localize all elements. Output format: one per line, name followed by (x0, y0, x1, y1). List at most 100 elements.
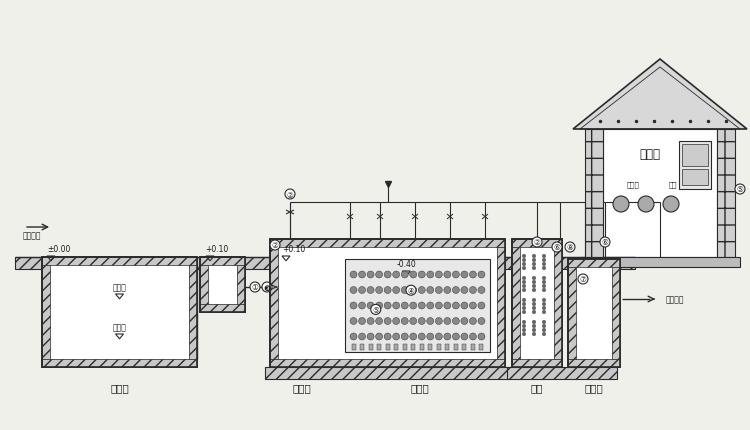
Bar (568, 359, 620, 367)
Circle shape (532, 237, 542, 247)
Circle shape (384, 287, 392, 294)
Circle shape (542, 285, 546, 288)
Circle shape (376, 271, 382, 278)
Circle shape (452, 333, 460, 340)
Circle shape (542, 329, 546, 332)
Circle shape (393, 333, 400, 340)
Circle shape (542, 320, 546, 324)
Circle shape (376, 318, 382, 325)
Circle shape (532, 329, 536, 332)
Bar (270, 359, 505, 367)
Circle shape (410, 302, 417, 309)
Text: 设备间: 设备间 (640, 148, 661, 161)
Bar (403, 344, 406, 350)
Circle shape (522, 310, 526, 314)
Circle shape (522, 289, 526, 292)
Circle shape (419, 271, 425, 278)
Circle shape (427, 333, 433, 340)
Bar (386, 344, 390, 350)
Bar (507, 367, 617, 379)
Circle shape (376, 333, 382, 340)
Circle shape (250, 283, 260, 292)
Circle shape (435, 287, 442, 294)
Circle shape (735, 184, 745, 194)
Text: 膜池: 膜池 (531, 382, 543, 392)
Text: 风机: 风机 (669, 181, 677, 188)
Circle shape (638, 197, 654, 212)
Circle shape (410, 318, 417, 325)
Bar (554, 247, 562, 359)
Circle shape (452, 271, 460, 278)
Circle shape (452, 318, 460, 325)
Circle shape (522, 258, 526, 262)
Bar (200, 258, 245, 265)
Circle shape (435, 271, 442, 278)
Text: 好氧池: 好氧池 (411, 382, 429, 392)
Circle shape (419, 287, 425, 294)
Circle shape (358, 271, 365, 278)
Bar (42, 265, 50, 359)
Text: ⑤: ⑤ (736, 185, 743, 194)
Circle shape (270, 240, 280, 250)
Text: 高液位: 高液位 (112, 283, 127, 292)
Text: 污水进水: 污水进水 (22, 231, 41, 240)
Circle shape (350, 287, 357, 294)
Circle shape (401, 287, 408, 294)
Circle shape (435, 302, 442, 309)
Bar (454, 344, 458, 350)
Bar (568, 259, 620, 367)
Bar (603, 130, 717, 258)
Circle shape (542, 307, 546, 310)
Text: ❸: ❸ (263, 283, 271, 292)
Circle shape (470, 318, 476, 325)
Circle shape (542, 267, 546, 270)
Bar (270, 240, 505, 247)
Text: ①: ① (251, 283, 259, 292)
Circle shape (565, 243, 575, 252)
Text: ⑦: ⑦ (580, 275, 586, 284)
Circle shape (367, 318, 374, 325)
Circle shape (532, 320, 536, 324)
Circle shape (444, 287, 451, 294)
Bar (420, 344, 424, 350)
Circle shape (532, 267, 536, 270)
Circle shape (600, 237, 610, 247)
Circle shape (376, 287, 382, 294)
Circle shape (427, 271, 433, 278)
Bar (512, 240, 562, 247)
Circle shape (435, 318, 442, 325)
Circle shape (542, 289, 546, 292)
Circle shape (384, 271, 392, 278)
Bar (200, 258, 245, 312)
Circle shape (461, 287, 468, 294)
Bar (471, 344, 475, 350)
Circle shape (401, 271, 408, 278)
Bar (568, 259, 620, 267)
Bar (50, 265, 189, 359)
Circle shape (367, 287, 374, 294)
Bar (576, 267, 612, 359)
Bar (278, 247, 497, 359)
Text: ±0.00: ±0.00 (47, 245, 70, 254)
Bar (345, 259, 490, 352)
Circle shape (532, 255, 536, 258)
Circle shape (532, 258, 536, 262)
Bar (520, 247, 554, 359)
Circle shape (522, 263, 526, 266)
Text: 鼓风机: 鼓风机 (626, 181, 639, 188)
Circle shape (370, 305, 381, 315)
Bar (200, 304, 245, 312)
Bar (352, 344, 356, 350)
Circle shape (410, 333, 417, 340)
Circle shape (393, 271, 400, 278)
Circle shape (393, 318, 400, 325)
Circle shape (419, 318, 425, 325)
Bar (15, 258, 635, 269)
Circle shape (350, 318, 357, 325)
Circle shape (542, 332, 546, 336)
Text: 达标排放: 达标排放 (666, 295, 684, 304)
Bar (42, 258, 197, 265)
Circle shape (522, 298, 526, 302)
Circle shape (522, 267, 526, 270)
Bar (512, 247, 520, 359)
